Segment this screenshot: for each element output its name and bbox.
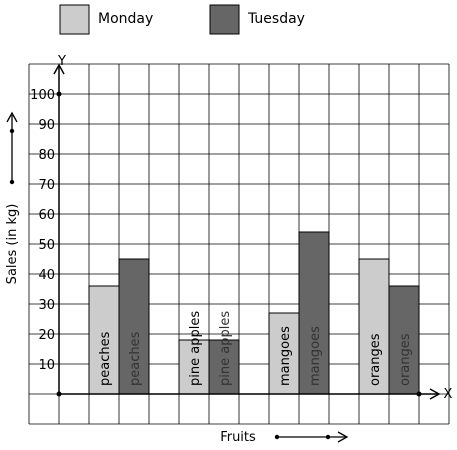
legend-label-tuesday: Tuesday <box>247 11 305 27</box>
x-axis-name: X <box>444 387 453 402</box>
x-arrow-decoration <box>274 431 349 443</box>
y-tick-label: 60 <box>38 208 55 223</box>
bar-label-mangoes-tuesday: mangoes <box>308 326 323 386</box>
y-axis-arrowhead <box>53 63 65 75</box>
y-tick-label: 10 <box>38 358 55 373</box>
y-tick-label: 100 <box>30 88 55 103</box>
x-axis-title: Fruits <box>220 430 256 445</box>
y-axis-name: Y <box>57 54 66 69</box>
bar-label-peaches-monday: peaches <box>98 331 113 386</box>
y-axis-title: Sales (in kg) <box>5 204 20 285</box>
y-arrow-decoration <box>6 111 18 185</box>
x-end-point <box>416 391 422 397</box>
bar-peaches-monday <box>88 285 120 395</box>
legend-label-monday: Monday <box>98 11 153 27</box>
bar-mangoes-tuesday <box>298 231 330 395</box>
legend-swatch-monday <box>59 4 90 35</box>
y-tick-label: 70 <box>38 178 55 193</box>
bar-label-peaches-tuesday: peaches <box>128 331 143 386</box>
bar-oranges-tuesday <box>388 285 420 395</box>
bar-label-pine-apples-tuesday: pine apples <box>218 311 233 386</box>
bar-label-mangoes-monday: mangoes <box>278 326 293 386</box>
y-tick-label: 30 <box>38 298 55 313</box>
bar-label-oranges-tuesday: oranges <box>398 333 413 386</box>
bar-labels: peaches peaches pine apples pine apples mang… <box>98 311 413 386</box>
legend: Monday Tuesday <box>59 4 305 35</box>
y-tick-label: 80 <box>38 148 55 163</box>
legend-swatch-tuesday <box>209 4 240 35</box>
bar-label-oranges-monday: oranges <box>368 333 383 386</box>
x-axis-arrowhead <box>429 388 441 400</box>
y-tick-label: 50 <box>38 238 55 253</box>
bars <box>88 231 420 395</box>
bar-mangoes-monday <box>268 312 300 395</box>
y-tick-label: 20 <box>38 328 55 343</box>
y-tick-label: 40 <box>38 268 55 283</box>
axes <box>53 63 441 400</box>
origin-point <box>56 391 62 397</box>
y-tick-label: 90 <box>38 118 55 133</box>
y-max-point <box>56 91 62 97</box>
y-tick-labels: 10 20 30 40 50 60 70 80 90 100 <box>30 88 55 373</box>
bar-label-pine-apples-monday: pine apples <box>188 311 203 386</box>
